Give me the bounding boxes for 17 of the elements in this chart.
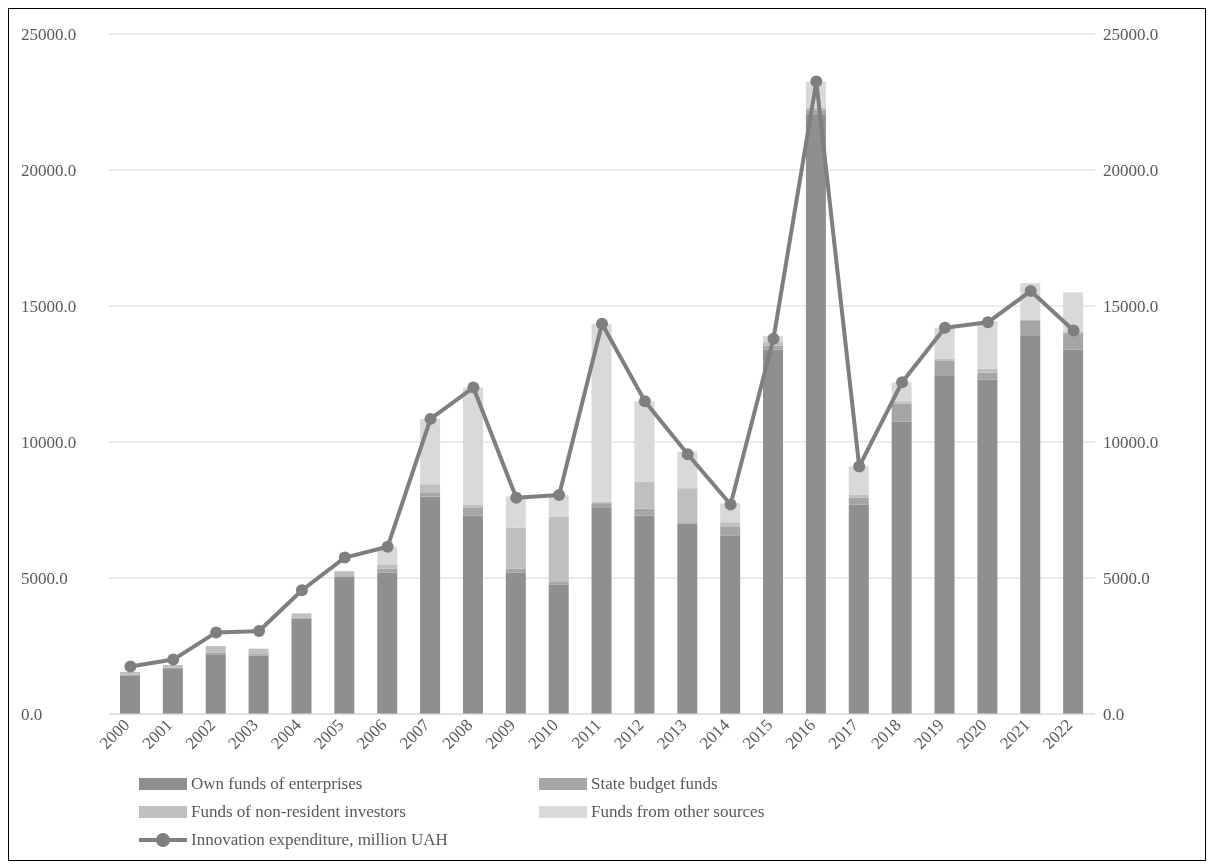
legend-label: State budget funds: [591, 774, 718, 794]
y2-tick-label: 10000.0: [1103, 433, 1159, 453]
legend-label: Funds of non-resident investors: [191, 802, 406, 822]
y-tick-label: 25000.0: [21, 25, 77, 45]
legend-label: Own funds of enterprises: [191, 774, 363, 794]
y-tick-label: 20000.0: [21, 161, 77, 181]
y-tick-label: 0.0: [21, 705, 43, 725]
y-tick-label: 15000.0: [21, 297, 77, 317]
legend-label: Innovation expenditure, million UAH: [191, 830, 448, 850]
y2-tick-label: 25000.0: [1103, 25, 1159, 45]
legend-label: Funds from other sources: [591, 802, 765, 822]
y-tick-label: 5000.0: [21, 569, 68, 589]
y2-tick-label: 5000.0: [1103, 569, 1150, 589]
y-tick-label: 10000.0: [21, 433, 77, 453]
y2-tick-label: 15000.0: [1103, 297, 1159, 317]
y2-tick-label: 0.0: [1103, 705, 1125, 725]
y2-tick-label: 20000.0: [1103, 161, 1159, 181]
